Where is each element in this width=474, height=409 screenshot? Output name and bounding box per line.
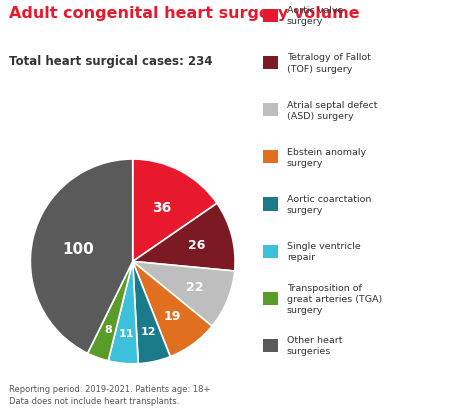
Text: Single ventricle
repair: Single ventricle repair (287, 241, 361, 262)
Text: 100: 100 (62, 242, 94, 256)
Text: Total heart surgical cases: 234: Total heart surgical cases: 234 (9, 55, 213, 68)
Text: Tetralogy of Fallot
(TOF) surgery: Tetralogy of Fallot (TOF) surgery (287, 53, 371, 74)
Text: 26: 26 (189, 238, 206, 252)
Wedge shape (133, 262, 212, 357)
Text: Adult congenital heart surgery volume: Adult congenital heart surgery volume (9, 6, 360, 21)
Text: Atrial septal defect
(ASD) surgery: Atrial septal defect (ASD) surgery (287, 100, 377, 121)
Text: Ebstein anomaly
surgery: Ebstein anomaly surgery (287, 147, 366, 168)
Wedge shape (133, 204, 235, 271)
Wedge shape (88, 262, 133, 361)
Text: Aortic coarctation
surgery: Aortic coarctation surgery (287, 194, 371, 215)
Wedge shape (133, 262, 235, 326)
Text: Other heart
surgeries: Other heart surgeries (287, 335, 342, 356)
Text: 22: 22 (185, 281, 203, 293)
Wedge shape (108, 262, 138, 364)
Text: Aortic valve
surgery: Aortic valve surgery (287, 6, 343, 27)
Text: 11: 11 (118, 328, 134, 338)
Text: 19: 19 (164, 309, 181, 322)
Text: 8: 8 (104, 324, 112, 334)
Text: 36: 36 (152, 200, 171, 214)
Text: 12: 12 (140, 327, 156, 337)
Wedge shape (133, 160, 217, 262)
Text: Transposition of
great arteries (TGA)
surgery: Transposition of great arteries (TGA) su… (287, 283, 382, 314)
Text: Reporting period: 2019-2021. Patients age: 18+
Data does not include heart trans: Reporting period: 2019-2021. Patients ag… (9, 384, 211, 405)
Wedge shape (133, 262, 170, 364)
Wedge shape (30, 160, 133, 353)
